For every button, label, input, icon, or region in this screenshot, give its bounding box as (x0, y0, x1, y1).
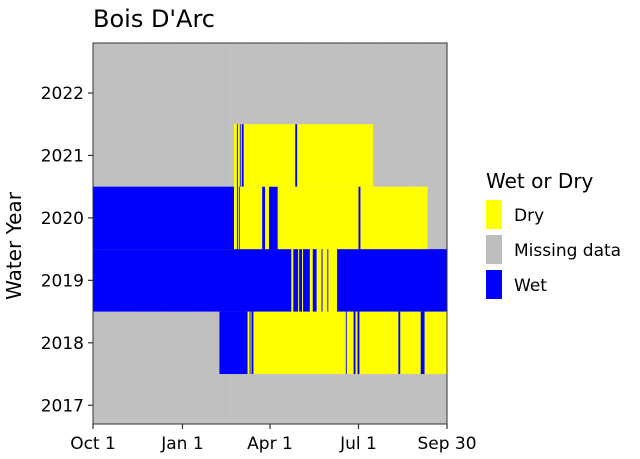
segment-wet (241, 124, 244, 187)
segment-dry (253, 311, 346, 375)
chart-title: Bois D'Arc (93, 5, 215, 33)
legend-swatch-wet (486, 270, 502, 299)
legend-label-wet: Wet (514, 276, 547, 296)
segment-wet (337, 249, 447, 312)
x-tick-label: Oct 1 (70, 434, 116, 454)
segment-wet (303, 249, 310, 312)
segment-wet (238, 186, 240, 250)
x-tick-label: Jan 1 (160, 434, 203, 454)
legend-swatch-missing (486, 235, 502, 264)
segment-dry (298, 249, 300, 312)
segment-dry (346, 311, 354, 375)
legend-entries: Dry Missing data Wet (486, 200, 621, 299)
segment-dry (328, 249, 338, 312)
segment-dry (424, 311, 447, 375)
plot-area (92, 42, 448, 425)
segment-dry (359, 311, 399, 375)
segment-dry (316, 249, 322, 312)
segment-wet (353, 311, 356, 375)
segment-wet (249, 311, 251, 375)
data-segments (93, 124, 447, 375)
segment-wet (269, 186, 278, 250)
segment-wet (312, 249, 317, 312)
y-tick-label: 2020 (41, 209, 84, 229)
segment-dry (400, 311, 421, 375)
segment-dry (239, 186, 263, 250)
segment-dry (265, 186, 270, 250)
segment-wet (236, 186, 238, 250)
y-axis-title: Water Year (2, 191, 26, 300)
x-tick-label: Apr 1 (247, 434, 293, 454)
segment-wet (93, 249, 292, 312)
segment-wet (299, 249, 303, 312)
segment-wet (345, 311, 347, 375)
segment-dry (297, 124, 374, 187)
segment-dry (237, 124, 240, 187)
y-tick-label: 2017 (41, 396, 84, 416)
segment-wet (251, 311, 254, 375)
y-tick-label: 2021 (41, 146, 84, 166)
legend-label-dry: Dry (514, 206, 544, 226)
x-tick-label: Sep 30 (417, 434, 476, 454)
x-tick-label: Jul 1 (339, 434, 377, 454)
segment-wet (327, 249, 329, 312)
y-axis: 2017 2018 2019 2020 2021 2022 (41, 84, 93, 416)
x-axis: Oct 1 Jan 1 Apr 1 Jul 1 Sep 30 (70, 424, 477, 454)
segment-wet (398, 311, 401, 375)
segment-dry (240, 124, 242, 187)
segment-dry (360, 186, 428, 250)
segment-wet (358, 186, 361, 250)
legend-title: Wet or Dry (486, 169, 594, 193)
segment-wet (93, 186, 235, 250)
segment-wet (239, 124, 241, 187)
legend-swatch-dry (486, 200, 502, 229)
legend: Wet or Dry Dry Missing data Wet (486, 169, 621, 299)
segment-wet (219, 311, 248, 375)
segment-dry (250, 311, 252, 375)
y-tick-label: 2019 (41, 271, 84, 291)
segment-dry (309, 249, 313, 312)
segment-dry (302, 249, 304, 312)
legend-label-missing: Missing data (514, 241, 621, 261)
segment-dry (243, 124, 296, 187)
segment-dry (355, 311, 358, 375)
segment-wet (295, 124, 298, 187)
segment-wet (262, 186, 266, 250)
segment-dry (234, 124, 237, 187)
y-tick-label: 2022 (41, 84, 84, 104)
segment-wet (357, 311, 360, 375)
segment-wet (321, 249, 323, 312)
segment-dry (247, 311, 250, 375)
segment-dry (277, 186, 359, 250)
segment-dry (237, 186, 239, 250)
segment-dry (322, 249, 328, 312)
y-tick-label: 2018 (41, 334, 84, 354)
segment-wet (293, 249, 299, 312)
segment-dry (234, 186, 237, 250)
segment-wet (236, 124, 238, 187)
segment-dry (291, 249, 294, 312)
segment-wet (420, 311, 425, 375)
